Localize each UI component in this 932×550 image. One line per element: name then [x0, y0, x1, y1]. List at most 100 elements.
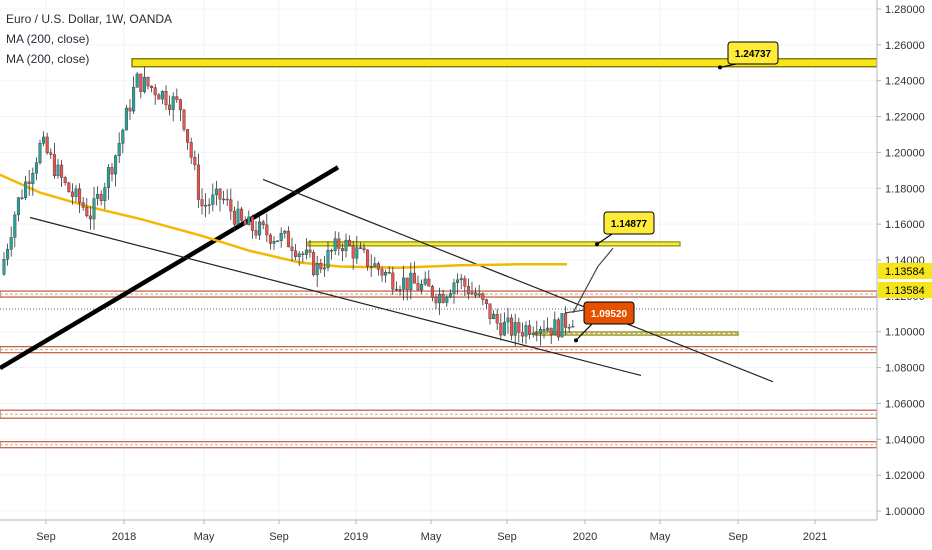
candle-body [268, 234, 272, 244]
candle-body [470, 292, 474, 295]
price-tick-label: 1.08000 [885, 363, 925, 375]
candle-body [124, 107, 128, 131]
ma-line [0, 173, 567, 269]
candle-body [42, 136, 46, 144]
candle-body [297, 253, 301, 257]
candle-body [556, 319, 560, 338]
candle-body [200, 199, 204, 207]
candle-body [412, 272, 416, 284]
candle-body [34, 162, 38, 174]
candle-body [121, 129, 125, 144]
time-tick-label: Sep [269, 531, 289, 543]
candle-body [160, 91, 164, 100]
candle-body [441, 294, 445, 303]
candle-body [45, 136, 49, 154]
candle-body [150, 85, 154, 88]
ma-label-2[interactable]: MA (200, close) [6, 52, 90, 66]
candle-body [423, 278, 427, 285]
callout-box [583, 301, 635, 325]
candle-body [243, 220, 247, 226]
candle-body [63, 177, 67, 184]
candle-body [211, 194, 215, 205]
price-tick-label: 1.16000 [885, 219, 925, 231]
candle-body [326, 250, 330, 268]
candle-body [330, 250, 334, 252]
time-tick-label: Sep [36, 531, 56, 543]
price-tick-label: 1.02000 [885, 470, 925, 482]
time-tick-label: Sep [728, 531, 748, 543]
time-tick-label: 2021 [803, 531, 827, 543]
callout-label: 1.09520 [591, 309, 628, 320]
price-badge [878, 282, 932, 298]
candle-body [294, 250, 298, 257]
candle-body [308, 249, 312, 253]
candle-body [157, 94, 161, 100]
candle-body [348, 239, 352, 246]
candle-body [283, 230, 287, 234]
candle-body [394, 288, 398, 291]
candle-body [351, 245, 355, 259]
price-tick-label: 1.18000 [885, 183, 925, 195]
callout-anchor [718, 65, 722, 70]
candle-body [391, 272, 395, 290]
candle-body [222, 198, 226, 201]
candle-body [240, 208, 244, 221]
candle-body [488, 303, 492, 320]
candle-body [128, 107, 132, 112]
candle-body [49, 152, 53, 155]
callout-box [727, 41, 779, 65]
candle-body [232, 210, 236, 225]
candle-body [276, 240, 280, 242]
candle-body [175, 96, 179, 100]
time-tick-label: 2018 [112, 531, 136, 543]
candle-body [535, 332, 539, 335]
symbol-title[interactable]: Euro / U.S. Dollar, 1W, OANDA [6, 12, 173, 26]
candle-body [564, 313, 568, 328]
candle-body [513, 322, 517, 336]
candle-body [70, 191, 74, 197]
candle-body [258, 221, 262, 236]
candle-body [333, 238, 337, 251]
candle-body [571, 325, 575, 328]
candle-body [384, 272, 388, 276]
candle-body [452, 282, 456, 294]
callout-box [603, 211, 655, 235]
candle-body [110, 167, 114, 175]
callout-pointer [719, 63, 737, 69]
candle-body [456, 279, 460, 283]
candle-body [142, 76, 146, 92]
price-tick-label: 1.28000 [885, 4, 925, 16]
candle-body [153, 87, 157, 96]
price-tick-label: 1.22000 [885, 112, 925, 124]
time-tick-label: 2020 [573, 531, 597, 543]
candle-body [2, 259, 6, 275]
candle-body [132, 87, 136, 112]
candle-body [193, 157, 197, 166]
candle-body [520, 332, 524, 337]
candle-body [117, 143, 121, 156]
candle-body [38, 143, 42, 163]
candle-body [524, 325, 528, 337]
price-tick-label: 1.10000 [885, 327, 925, 339]
legend: Euro / U.S. Dollar, 1W, OANDA MA (200, c… [6, 9, 172, 69]
candle-body [517, 322, 521, 333]
horizontal-zone [307, 241, 681, 247]
ma-label-1[interactable]: MA (200, close) [6, 32, 90, 46]
candle-body [376, 263, 380, 270]
candle-body [164, 91, 168, 106]
candle-body [531, 332, 535, 335]
candle-body [254, 230, 258, 236]
time-tick-label: May [421, 531, 442, 543]
candle-body [218, 188, 222, 200]
candle-body [398, 289, 402, 291]
candle-body [528, 325, 532, 335]
candle-body [99, 194, 103, 202]
candle-body [409, 272, 413, 291]
price-badge [878, 263, 932, 279]
candle-body [495, 313, 499, 324]
candle-body [96, 194, 100, 199]
candle-body [178, 99, 182, 111]
